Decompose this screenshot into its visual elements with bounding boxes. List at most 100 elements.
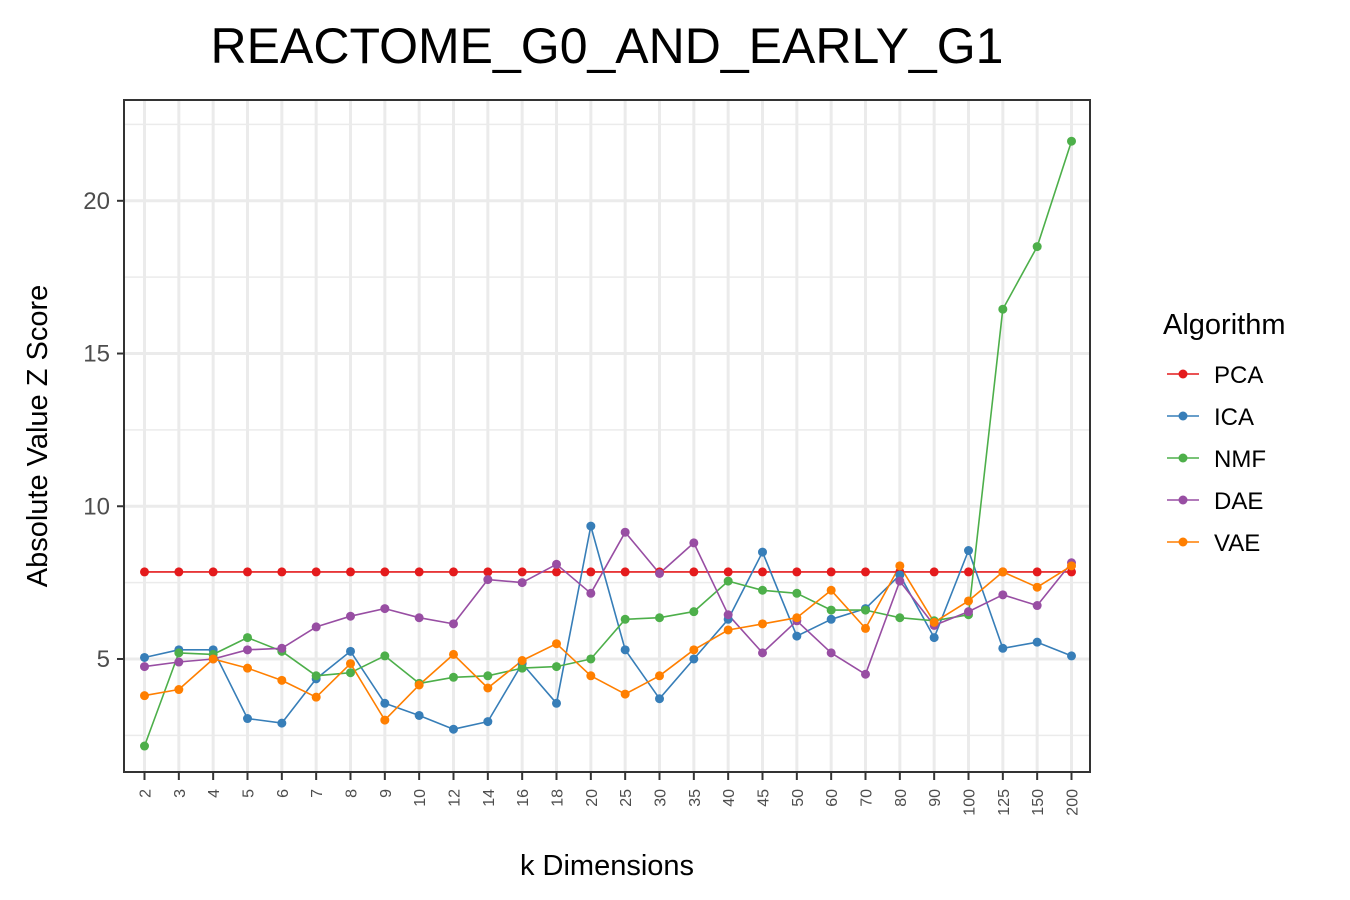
data-point-vae xyxy=(895,561,905,571)
series-line-vae xyxy=(144,564,1072,721)
x-tick-label: 70 xyxy=(859,789,876,807)
x-axis: 2 3 4 5 6 7 8 9 10 12 14 16 18 20 25 30 35 40 45 50 60 70 80 90… xyxy=(138,772,1082,816)
data-point-vae xyxy=(208,654,218,664)
data-point-pca xyxy=(346,567,355,577)
legend-title: Algorithm xyxy=(1163,309,1286,341)
data-point-ica xyxy=(586,521,596,531)
data-point-vae xyxy=(1032,582,1042,592)
data-point-dae xyxy=(277,643,287,653)
data-point-nmf xyxy=(380,651,390,661)
data-point-vae xyxy=(655,671,664,681)
data-point-nmf xyxy=(861,605,870,615)
plot-panel-border xyxy=(123,99,1091,773)
x-tick-label: 35 xyxy=(687,789,704,807)
grid-major xyxy=(124,100,1090,772)
data-point-ica xyxy=(449,724,458,734)
x-tick-label: 16 xyxy=(515,789,532,807)
data-point-vae xyxy=(964,596,973,606)
data-point-dae xyxy=(758,648,767,658)
data-point-nmf xyxy=(346,668,355,678)
data-point-ica xyxy=(620,645,630,655)
x-tick-label: 4 xyxy=(206,789,223,798)
y-axis-title: Absolute Value Z Score xyxy=(22,285,54,588)
data-point-pca xyxy=(1032,567,1042,577)
data-point-ica xyxy=(998,643,1008,653)
data-point-pca xyxy=(723,567,733,577)
data-point-nmf xyxy=(311,671,321,681)
data-point-vae xyxy=(449,649,458,659)
data-point-dae xyxy=(826,648,836,658)
data-point-dae xyxy=(140,662,149,672)
legend-key-point-vae xyxy=(1178,537,1188,547)
data-point-pca xyxy=(689,567,699,577)
data-point-pca xyxy=(758,567,767,577)
data-point-nmf xyxy=(620,614,630,624)
data-point-vae xyxy=(380,715,390,725)
data-point-pca xyxy=(449,567,458,577)
data-point-dae xyxy=(552,559,561,569)
data-point-dae xyxy=(895,576,905,586)
y-axis: 5 10 15 20 xyxy=(83,188,124,673)
x-tick-label: 150 xyxy=(1030,789,1047,816)
x-tick-label: 45 xyxy=(756,789,773,807)
x-tick-label: 30 xyxy=(653,789,670,807)
data-point-nmf xyxy=(895,613,905,623)
data-point-pca xyxy=(826,567,836,577)
data-point-ica xyxy=(346,646,355,656)
data-point-dae xyxy=(861,669,870,679)
legend-label-vae: VAE xyxy=(1214,530,1260,557)
data-point-dae xyxy=(655,568,664,578)
data-point-pca xyxy=(380,567,390,577)
x-axis-title: k Dimensions xyxy=(520,850,694,882)
data-point-dae xyxy=(586,588,596,598)
data-point-nmf xyxy=(449,672,458,682)
data-point-nmf xyxy=(792,588,802,598)
data-point-pca xyxy=(243,567,252,577)
x-tick-label: 18 xyxy=(550,789,567,807)
data-point-pca xyxy=(861,567,870,577)
data-point-vae xyxy=(483,683,493,693)
data-point-pca xyxy=(140,567,149,577)
legend: Algorithm PCA ICA NMF DAE VAE xyxy=(1163,309,1286,557)
data-point-vae xyxy=(861,623,870,633)
data-point-pca xyxy=(552,567,561,577)
data-point-ica xyxy=(483,717,493,727)
x-tick-label: 12 xyxy=(447,789,464,807)
legend-label-dae: DAE xyxy=(1214,488,1263,515)
chart-title: REACTOME_G0_AND_EARLY_G1 xyxy=(211,18,1004,74)
data-point-pca xyxy=(586,567,596,577)
y-tick-label: 15 xyxy=(83,341,110,368)
data-point-vae xyxy=(140,691,149,701)
data-point-pca xyxy=(792,567,802,577)
data-point-vae xyxy=(517,656,527,666)
data-point-nmf xyxy=(758,585,767,595)
data-point-vae xyxy=(758,619,767,629)
series-lines xyxy=(143,140,1073,747)
series-line-nmf xyxy=(143,140,1073,747)
data-point-nmf xyxy=(517,663,527,673)
data-point-nmf xyxy=(140,741,149,751)
data-point-dae xyxy=(964,607,973,617)
x-tick-label: 40 xyxy=(721,789,738,807)
data-point-ica xyxy=(655,694,664,704)
data-point-pca xyxy=(620,567,630,577)
legend-key-point-ica xyxy=(1178,411,1188,421)
data-point-pca xyxy=(929,567,939,577)
data-point-pca xyxy=(208,567,218,577)
data-point-vae xyxy=(1067,561,1076,571)
legend-label-ica: ICA xyxy=(1214,404,1254,431)
data-point-vae xyxy=(311,692,321,702)
data-point-nmf xyxy=(243,633,252,643)
legend-label-nmf: NMF xyxy=(1214,446,1266,473)
data-point-dae xyxy=(243,645,252,655)
data-point-ica xyxy=(826,614,836,624)
legend-key-point-pca xyxy=(1178,369,1188,379)
data-point-pca xyxy=(311,567,321,577)
data-point-vae xyxy=(277,675,287,685)
x-tick-label: 90 xyxy=(927,789,944,807)
data-point-dae xyxy=(174,657,184,667)
data-point-dae xyxy=(346,611,355,621)
series-line-dae xyxy=(144,531,1073,676)
y-tick-label: 10 xyxy=(83,493,110,520)
